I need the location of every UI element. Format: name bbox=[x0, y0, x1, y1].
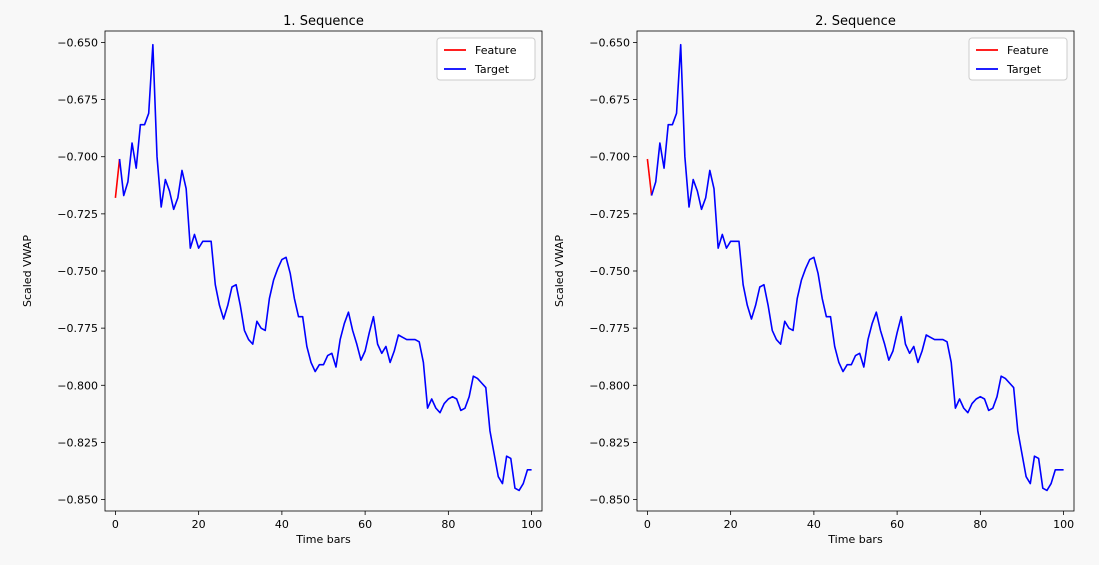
chart-2-plot-area bbox=[637, 31, 1074, 511]
chart-1-legend: Feature Target bbox=[436, 37, 536, 81]
chart-1-y-tick-label: −0.825 bbox=[57, 436, 98, 449]
chart-1-x-tick-label: 100 bbox=[521, 518, 542, 531]
chart-2-x-tick-label: 80 bbox=[973, 518, 987, 531]
chart-1-x-tick-label: 40 bbox=[275, 518, 289, 531]
chart-2-series-target-line bbox=[650, 43, 1064, 492]
chart-1-y-tick-label: −0.775 bbox=[57, 322, 98, 335]
chart-2-x-tick-label: 20 bbox=[724, 518, 738, 531]
chart-1-x-tick-label: 20 bbox=[192, 518, 206, 531]
chart-2-y-tick-label: −0.850 bbox=[589, 494, 630, 507]
chart-1-legend-feature-label: Feature bbox=[475, 44, 517, 57]
chart-2-legend-target-label: Target bbox=[1006, 63, 1042, 76]
chart-2-y-tick-label: −0.825 bbox=[589, 436, 630, 449]
chart-1-y-tick-label: −0.675 bbox=[57, 94, 98, 107]
chart-2-y-tick-label: −0.650 bbox=[589, 36, 630, 49]
chart-1-x-axis-label: Time bars bbox=[295, 533, 351, 546]
chart-2-x-tick-label: 40 bbox=[807, 518, 821, 531]
chart-1-x-tick-label: 80 bbox=[441, 518, 455, 531]
chart-2-x-tick-label: 60 bbox=[890, 518, 904, 531]
chart-1-group: 0 20 40 60 80 100 −0.850 −0.825 −0.800 −0.775 −0.7… bbox=[21, 14, 543, 546]
chart-2-y-axis-label: Scaled VWAP bbox=[553, 235, 566, 307]
chart-2-y-tick-label: −0.775 bbox=[589, 322, 630, 335]
chart-2-x-tick-label: 0 bbox=[644, 518, 651, 531]
chart-1-y-tick-label: −0.700 bbox=[57, 151, 98, 164]
chart-2-legend: Feature Target bbox=[968, 37, 1068, 81]
chart-1-y-tick-label: −0.750 bbox=[57, 265, 98, 278]
chart-1-y-tick-label: −0.650 bbox=[57, 36, 98, 49]
chart-1-y-tick-label: −0.800 bbox=[57, 379, 98, 392]
chart-1-y-axis-label: Scaled VWAP bbox=[21, 235, 34, 307]
chart-2-y-tick-label: −0.750 bbox=[589, 265, 630, 278]
chart-1-series-target-line bbox=[118, 43, 532, 492]
chart-1-legend-target-label: Target bbox=[474, 63, 510, 76]
chart-2-x-tick-label: 100 bbox=[1053, 518, 1074, 531]
chart-1-x-tick-label: 0 bbox=[112, 518, 119, 531]
chart-2-series-feature-line bbox=[646, 158, 653, 196]
chart-2-y-tick-label: −0.675 bbox=[589, 94, 630, 107]
chart-2-group: 0 20 40 60 80 100 −0.850 −0.825 −0.800 −0.775 −0.7… bbox=[553, 14, 1075, 546]
chart-1-plot-area bbox=[105, 31, 542, 511]
chart-1-y-tick-label: −0.850 bbox=[57, 494, 98, 507]
chart-2-x-axis-label: Time bars bbox=[827, 533, 883, 546]
chart-1-title: 1. Sequence bbox=[283, 14, 364, 29]
chart-1-x-tick-label: 60 bbox=[358, 518, 372, 531]
chart-2-y-tick-label: −0.700 bbox=[589, 151, 630, 164]
chart-2-y-tick-label: −0.725 bbox=[589, 208, 630, 221]
chart-1-series-feature-line bbox=[114, 158, 121, 198]
chart-2-title: 2. Sequence bbox=[815, 14, 896, 29]
chart-2-y-tick-label: −0.800 bbox=[589, 379, 630, 392]
chart-2-legend-feature-label: Feature bbox=[1007, 44, 1049, 57]
chart-1-y-tick-label: −0.725 bbox=[57, 208, 98, 221]
